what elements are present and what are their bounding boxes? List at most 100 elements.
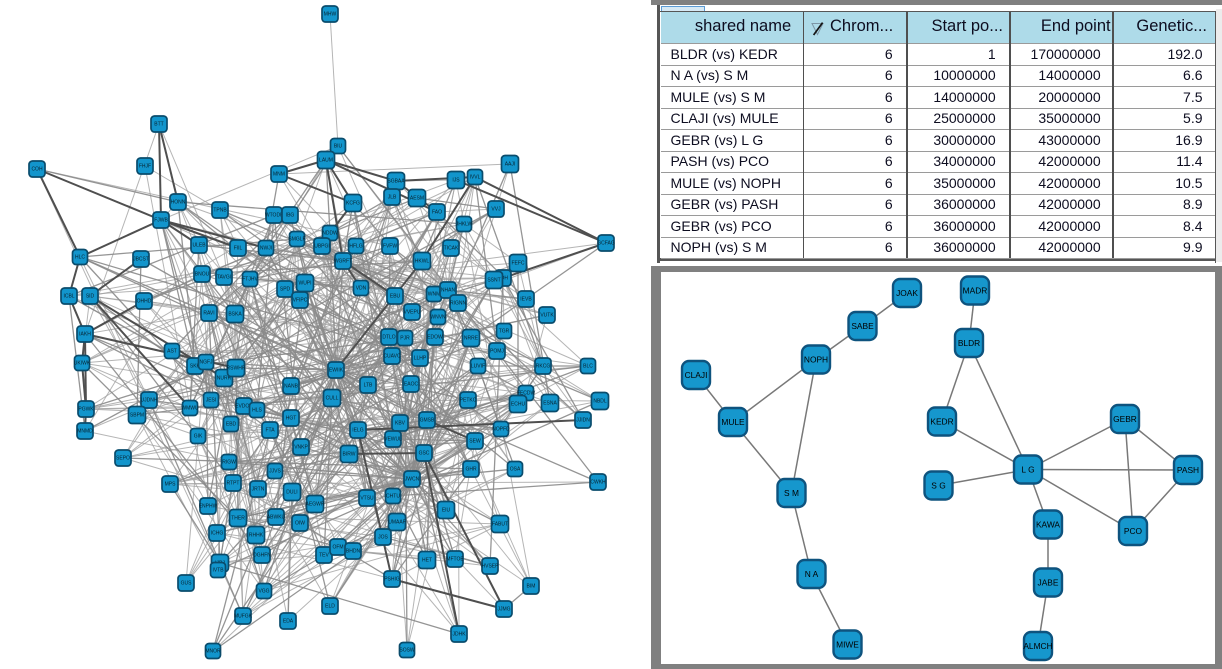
svg-text:BIU: BIU: [334, 144, 343, 150]
svg-text:VDN: VDN: [356, 286, 367, 292]
svg-text:WGRFT: WGRFT: [334, 259, 352, 265]
svg-text:N A: N A: [805, 569, 819, 579]
svg-text:MUFGK: MUFGK: [234, 614, 253, 620]
svg-text:JOS: JOS: [378, 535, 388, 541]
svg-text:VFIPC: VFIPC: [293, 298, 308, 304]
svg-text:PJR: PJR: [400, 336, 410, 342]
svg-text:BIM: BIM: [527, 584, 536, 590]
svg-text:RHHK: RHHK: [249, 533, 264, 539]
svg-text:KBV: KBV: [395, 421, 406, 427]
svg-text:MPS: MPS: [165, 482, 177, 488]
svg-text:TEV: TEV: [319, 553, 329, 559]
svg-text:OIW: OIW: [295, 521, 305, 527]
svg-text:IAKH: IAKH: [79, 332, 91, 338]
svg-text:EIU: EIU: [442, 508, 451, 514]
svg-text:KAWA: KAWA: [1036, 519, 1060, 529]
svg-text:KEDR: KEDR: [930, 416, 953, 426]
svg-text:JHKLW: JHKLW: [456, 222, 473, 228]
svg-text:IVVL: IVVL: [470, 175, 481, 181]
svg-text:WNM: WNM: [428, 292, 441, 298]
svg-text:LTB: LTB: [364, 383, 373, 389]
svg-text:LUVIF: LUVIF: [471, 364, 485, 370]
svg-text:NHAN: NHAN: [441, 288, 456, 294]
svg-text:MIWE: MIWE: [836, 639, 859, 649]
svg-text:JDHK: JDHK: [452, 632, 466, 638]
svg-text:JLB: JLB: [388, 195, 397, 201]
svg-text:LAUM: LAUM: [319, 158, 333, 164]
svg-text:RAVI: RAVI: [203, 311, 214, 317]
svg-text:RTPT: RTPT: [227, 481, 240, 487]
svg-text:OHHD: OHHD: [137, 299, 152, 305]
svg-text:AESM: AESM: [410, 196, 424, 202]
svg-text:EBD: EBD: [226, 422, 237, 428]
svg-text:EDOW: EDOW: [427, 335, 443, 341]
svg-text:UKIWK: UKIWK: [74, 361, 91, 367]
svg-text:FTJHV: FTJHV: [242, 277, 258, 283]
svg-text:FAO: FAO: [432, 210, 442, 216]
svg-text:VVEPU: VVEPU: [404, 310, 421, 316]
svg-text:EAOC: EAOC: [404, 382, 419, 388]
svg-text:ICHG: ICHG: [211, 531, 224, 537]
svg-text:COH: COH: [31, 167, 43, 173]
svg-text:RKCG: RKCG: [536, 364, 551, 370]
svg-text:MNMD: MNMD: [77, 429, 93, 435]
svg-text:CHTU: CHTU: [386, 494, 400, 500]
svg-text:PSHIG: PSHIG: [384, 577, 400, 583]
svg-text:GEBR: GEBR: [1113, 414, 1137, 424]
svg-text:SABE: SABE: [851, 321, 874, 331]
svg-text:DGHFN: DGHFN: [253, 553, 271, 559]
svg-text:ESNA: ESNA: [543, 401, 557, 407]
svg-text:MNM: MNM: [273, 172, 285, 178]
svg-text:NOPFD: NOPFD: [492, 427, 510, 433]
svg-text:UMAAF: UMAAF: [388, 520, 406, 526]
svg-text:IJS: IJS: [452, 178, 460, 184]
svg-text:SID: SID: [86, 294, 95, 300]
svg-text:HLS: HLS: [252, 408, 262, 414]
svg-text:RSWHR: RSWHR: [227, 366, 246, 372]
svg-text:NURR: NURR: [217, 376, 232, 382]
svg-text:JESI: JESI: [206, 398, 217, 404]
svg-text:FHJF: FHJF: [139, 164, 151, 170]
svg-text:BLDR: BLDR: [958, 338, 980, 348]
svg-text:CLAJI: CLAJI: [685, 370, 708, 380]
svg-text:IBG: IBG: [286, 213, 295, 219]
svg-text:TAVGI: TAVGI: [217, 275, 231, 281]
svg-text:PASH: PASH: [1177, 465, 1199, 475]
svg-text:CWKH: CWKH: [590, 480, 606, 486]
svg-text:PETKC: PETKC: [460, 398, 477, 404]
svg-text:HLC: HLC: [75, 255, 85, 261]
svg-text:SBPM: SBPM: [130, 413, 144, 419]
svg-text:FJWB: FJWB: [154, 218, 168, 224]
svg-text:JJVS: JJVS: [269, 469, 281, 475]
svg-text:BTT: BTT: [154, 122, 163, 128]
svg-text:S G: S G: [931, 480, 945, 490]
svg-text:JJIDN: JJIDN: [576, 418, 590, 424]
svg-text:WNVN: WNVN: [430, 315, 446, 321]
svg-text:MULE: MULE: [721, 417, 745, 427]
svg-text:GUS: GUS: [181, 581, 193, 587]
svg-text:SGBAA: SGBAA: [387, 179, 405, 185]
svg-text:GHR: GHR: [465, 467, 477, 473]
svg-text:VTSU: VTSU: [360, 496, 374, 502]
svg-text:MFTOE: MFTOE: [446, 557, 464, 563]
svg-text:UJDNH: UJDNH: [141, 398, 158, 404]
svg-text:LLHP: LLHP: [414, 356, 427, 362]
svg-text:SEW: SEW: [469, 439, 481, 445]
svg-text:L G: L G: [1021, 464, 1034, 474]
svg-text:OSA: OSA: [510, 467, 521, 473]
svg-text:RIGNN: RIGNN: [450, 301, 467, 307]
svg-text:WMWU: WMWU: [181, 406, 199, 412]
svg-text:WTODF: WTODF: [265, 213, 283, 219]
svg-text:SSNT: SSNT: [487, 278, 500, 284]
svg-text:CULL: CULL: [326, 396, 339, 402]
svg-text:MHW: MHW: [324, 12, 337, 18]
svg-text:JOAK: JOAK: [896, 288, 918, 298]
svg-text:VVJ: VVJ: [491, 207, 501, 213]
svg-text:TGR: TGR: [499, 329, 510, 335]
svg-text:SOSW: SOSW: [399, 648, 415, 654]
svg-text:NOPH: NOPH: [804, 354, 828, 364]
svg-text:VUTK: VUTK: [540, 313, 554, 319]
svg-text:IEVB: IEVB: [520, 297, 532, 303]
svg-text:HFLG: HFLG: [349, 244, 362, 250]
svg-text:NWJI: NWJI: [260, 246, 272, 252]
